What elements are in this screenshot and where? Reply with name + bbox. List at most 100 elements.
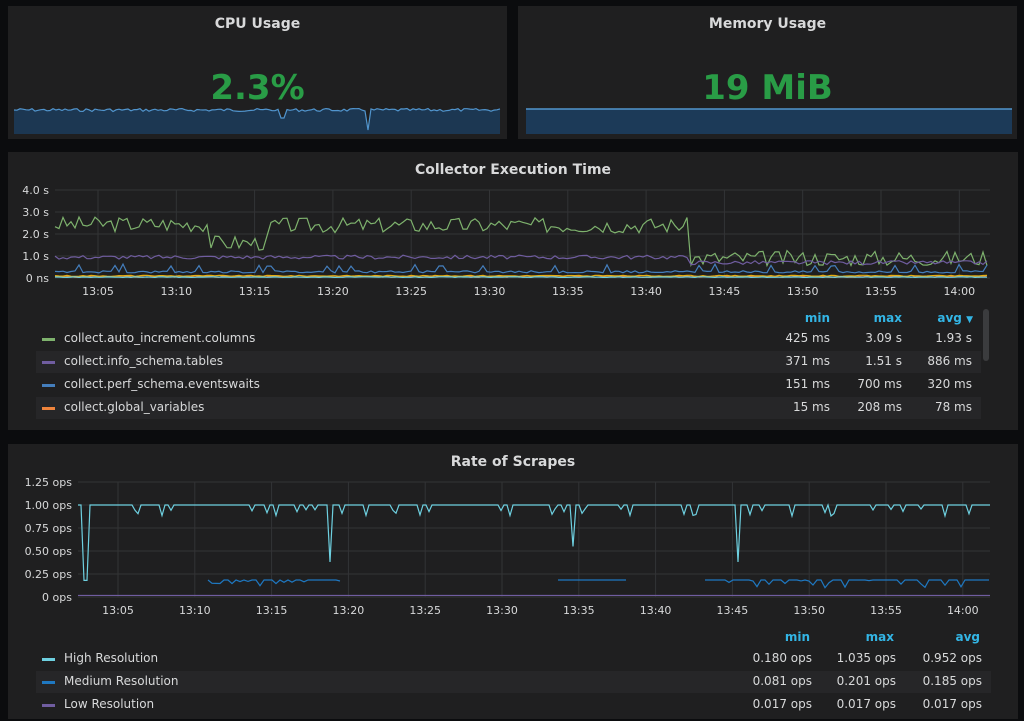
series-avg: 320 ms xyxy=(927,377,972,391)
series-avg: 78 ms xyxy=(934,400,972,414)
series-min: 0.017 ops xyxy=(752,697,812,711)
x-tick-label: 13:20 xyxy=(333,604,365,617)
series-min: 151 ms xyxy=(785,377,830,391)
series-name[interactable]: collect.perf_schema.eventswaits xyxy=(64,377,260,391)
x-tick-label: 13:30 xyxy=(474,285,506,298)
stat-value: 19 MiB xyxy=(702,68,833,108)
rate-of-scrapes-panel: Rate of Scrapes 1.25 ops 1.00 ops 0.75 ops… xyxy=(8,444,1018,719)
y-tick-label: 4.0 s xyxy=(22,184,49,197)
x-tick-label: 13:35 xyxy=(552,285,584,298)
series-line-medium-resolution xyxy=(705,579,989,589)
panel-title[interactable]: CPU Usage xyxy=(214,16,301,32)
y-tick-label: 0 ns xyxy=(26,272,49,285)
caret-down-icon: ▼ xyxy=(966,315,973,325)
series-name[interactable]: High Resolution xyxy=(64,651,159,665)
cpu-sparkline xyxy=(13,107,501,134)
series-avg: 1.93 s xyxy=(935,331,972,345)
x-tick-label: 13:55 xyxy=(870,604,902,617)
legend-header-min[interactable]: min xyxy=(784,630,810,644)
series-avg: 0.017 ops xyxy=(922,697,982,711)
y-tick-label: 3.0 s xyxy=(22,206,49,219)
series-max: 0.201 ops xyxy=(836,674,896,688)
x-tick-label: 13:50 xyxy=(793,604,825,617)
scrapes-graph[interactable]: 1.25 ops 1.00 ops 0.75 ops 0.50 ops 0.25 ops… xyxy=(8,444,1018,624)
legend-row[interactable]: collect.perf_schema.eventswaits 151 ms 700… xyxy=(36,374,981,396)
series-min: 371 ms xyxy=(785,354,830,368)
series-color-swatch[interactable] xyxy=(42,704,55,707)
y-tick-label: 0 ops xyxy=(42,591,72,604)
legend-row[interactable]: High Resolution 0.180 ops 1.035 ops 0.952 o… xyxy=(36,648,991,670)
series-name[interactable]: Medium Resolution xyxy=(64,674,179,688)
legend-row[interactable]: collect.auto_increment.columns 425 ms 3.09… xyxy=(36,328,981,350)
series-name[interactable]: Low Resolution xyxy=(64,697,155,711)
x-tick-label: 13:40 xyxy=(630,285,662,298)
series-name[interactable]: collect.global_variables xyxy=(64,400,205,414)
y-tick-label: 1.25 ops xyxy=(25,476,73,489)
series-min: 0.180 ops xyxy=(752,651,812,665)
y-tick-label: 0.25 ops xyxy=(25,568,73,581)
series-color-swatch[interactable] xyxy=(42,658,55,661)
series-avg: 886 ms xyxy=(927,354,972,368)
series-name[interactable]: collect.info_schema.tables xyxy=(64,354,223,368)
x-tick-label: 13:25 xyxy=(409,604,441,617)
series-color-swatch[interactable] xyxy=(42,407,55,410)
x-tick-label: 13:25 xyxy=(395,285,427,298)
x-tick-label: 13:15 xyxy=(256,604,288,617)
series-color-swatch[interactable] xyxy=(42,338,55,341)
legend-row[interactable]: Low Resolution 0.017 ops 0.017 ops 0.017 op… xyxy=(36,694,991,716)
series-color-swatch[interactable] xyxy=(42,361,55,364)
x-tick-label: 13:10 xyxy=(179,604,211,617)
series-max: 0.017 ops xyxy=(836,697,896,711)
series-max: 1.51 s xyxy=(865,354,902,368)
series-max: 3.09 s xyxy=(865,331,902,345)
legend-header-avg[interactable]: avg xyxy=(955,630,980,644)
series-min: 425 ms xyxy=(785,331,830,345)
memory-usage-panel: Memory Usage 19 MiB xyxy=(518,6,1017,139)
x-tick-label: 13:35 xyxy=(563,604,595,617)
x-tick-label: 13:55 xyxy=(865,285,897,298)
stat-value: 2.3% xyxy=(210,68,305,108)
legend-header-min[interactable]: min xyxy=(804,311,830,325)
y-tick-label: 0.50 ops xyxy=(25,545,73,558)
cpu-usage-panel: CPU Usage 2.3% xyxy=(8,6,507,139)
series-line-info-schema xyxy=(54,254,988,266)
series-line-high-resolution xyxy=(78,503,990,581)
y-tick-label: 2.0 s xyxy=(22,228,49,241)
x-tick-label: 13:10 xyxy=(160,285,192,298)
memory-sparkline xyxy=(526,108,1012,134)
collector-graph[interactable]: 4.0 s 3.0 s 2.0 s 1.0 s 0 ns 13:05 13:10 13:15 1… xyxy=(8,152,1018,302)
y-tick-label: 1.00 ops xyxy=(25,499,73,512)
series-min: 0.081 ops xyxy=(752,674,812,688)
x-tick-label: 13:30 xyxy=(486,604,518,617)
series-color-swatch[interactable] xyxy=(42,681,55,684)
x-tick-label: 13:20 xyxy=(317,285,349,298)
x-tick-label: 13:50 xyxy=(787,285,819,298)
legend-scrollbar[interactable] xyxy=(983,309,989,361)
series-min: 15 ms xyxy=(792,400,830,414)
series-avg: 0.185 ops xyxy=(922,674,982,688)
series-color-swatch[interactable] xyxy=(42,384,55,387)
series-max: 208 ms xyxy=(857,400,902,414)
panel-title[interactable]: Rate of Scrapes xyxy=(450,454,576,470)
legend-header-avg-label: avg xyxy=(937,311,962,325)
x-tick-label: 13:05 xyxy=(102,604,134,617)
series-line-perf-schema xyxy=(54,262,988,274)
legend-header-max[interactable]: max xyxy=(865,630,894,644)
x-tick-label: 13:45 xyxy=(709,285,741,298)
series-line-auto-increment xyxy=(54,215,988,268)
legend-header-avg[interactable]: avg ▼ xyxy=(928,311,973,325)
x-tick-label: 14:00 xyxy=(943,285,975,298)
panel-title[interactable]: Memory Usage xyxy=(708,16,827,32)
legend-row[interactable]: collect.info_schema.tables 371 ms 1.51 s 88… xyxy=(36,351,981,373)
y-tick-label: 1.0 s xyxy=(22,250,49,263)
legend-row[interactable]: collect.global_variables 15 ms 208 ms 78 ms xyxy=(36,397,981,419)
legend-row[interactable]: Medium Resolution 0.081 ops 0.201 ops 0.185… xyxy=(36,671,991,693)
series-name[interactable]: collect.auto_increment.columns xyxy=(64,331,256,345)
series-avg: 0.952 ops xyxy=(922,651,982,665)
series-line-medium-resolution xyxy=(207,579,341,587)
legend-header-max[interactable]: max xyxy=(873,311,902,325)
series-line-other xyxy=(55,276,987,279)
x-tick-label: 13:45 xyxy=(717,604,749,617)
x-tick-label: 13:40 xyxy=(640,604,672,617)
panel-title[interactable]: Collector Execution Time xyxy=(414,162,612,178)
